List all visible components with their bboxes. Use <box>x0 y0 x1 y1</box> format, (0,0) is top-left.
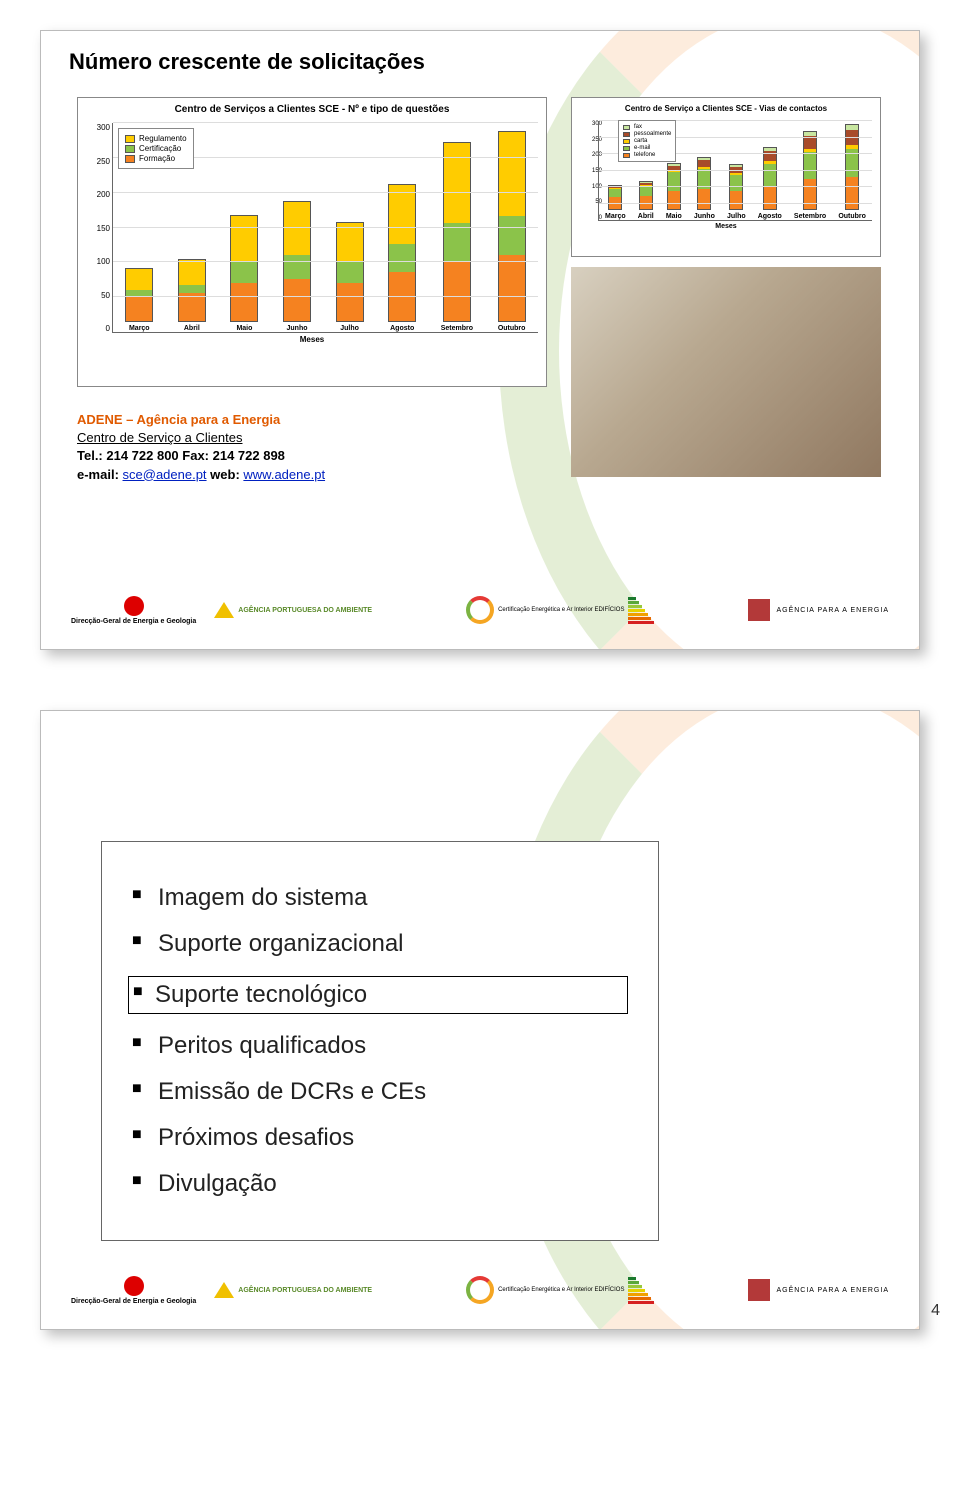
chart2-legend: faxpessoalmentecartae-mailtelefone <box>618 120 676 162</box>
email-link[interactable]: sce@adene.pt <box>123 467 207 482</box>
logo-adene: AGÊNCIA PARA A ENERGIA <box>748 1279 889 1301</box>
chart2-x-title: Meses <box>572 223 880 230</box>
slide-1: Número crescente de solicitações Centro … <box>40 30 920 650</box>
legend-item: carta <box>623 138 671 144</box>
legend-item: pessoalmente <box>623 131 671 137</box>
bar-Agosto: Agosto <box>388 184 416 333</box>
bar-Outubro: Outubro <box>498 131 526 332</box>
logo-dge: Direcção-Geral de Energia e Geologia <box>71 596 196 625</box>
bullet-box: Imagem do sistema Suporte organizacional S… <box>101 841 659 1241</box>
bar-Agosto: Agosto <box>758 147 782 220</box>
bar-Junho: Junho <box>283 201 311 332</box>
bullet-item: Suporte tecnológico <box>128 976 628 1014</box>
bullet-list: Imagem do sistemaSuporte organizacionalS… <box>132 884 628 1198</box>
chart-questoes: Centro de Serviços a Clientes SCE - Nº e… <box>77 97 547 387</box>
logo-dge: Direcção-Geral de Energia e Geologia <box>71 1276 196 1305</box>
bullet-item: Próximos desafios <box>132 1124 628 1152</box>
footer-logos-1: Direcção-Geral de Energia e Geologia AGÊ… <box>41 585 919 635</box>
contact-dept: Centro de Serviço a Clientes <box>77 429 325 447</box>
legend-item: e-mail <box>623 145 671 151</box>
legend-item: Regulamento <box>125 134 187 143</box>
logo-apa: AGÊNCIA PORTUGUESA DO AMBIENTE <box>214 1282 372 1298</box>
contact-tel: Tel.: 214 722 800 Fax: 214 722 898 <box>77 447 325 465</box>
office-photo <box>571 267 881 477</box>
bar-Junho: Junho <box>694 157 715 220</box>
bullet-item: Imagem do sistema <box>132 884 628 912</box>
logo-adene: AGÊNCIA PARA A ENERGIA <box>748 599 889 621</box>
bar-Julho: Julho <box>336 222 364 332</box>
chart1-x-title: Meses <box>78 335 546 344</box>
bullet-item: Peritos qualificados <box>132 1032 628 1060</box>
legend-item: Certificação <box>125 144 187 153</box>
logo-apa: AGÊNCIA PORTUGUESA DO AMBIENTE <box>214 602 372 618</box>
footer-logos-2: Direcção-Geral de Energia e Geologia AGÊ… <box>41 1265 919 1315</box>
bar-Setembro: Setembro <box>441 142 473 333</box>
bar-Julho: Julho <box>727 164 746 220</box>
bar-Outubro: Outubro <box>838 124 866 220</box>
legend-item: fax <box>623 124 671 130</box>
chart1-title: Centro de Serviços a Clientes SCE - Nº e… <box>78 98 546 117</box>
chart-contactos: Centro de Serviço a Clientes SCE - Vias … <box>571 97 881 257</box>
contact-info: ADENE – Agência para a Energia Centro de… <box>77 411 325 484</box>
chart1-legend: RegulamentoCertificaçãoFormação <box>118 128 194 169</box>
legend-item: telefone <box>623 152 671 158</box>
bar-Março: Março <box>125 268 153 333</box>
legend-item: Formação <box>125 154 187 163</box>
contact-web-line: e-mail: sce@adene.pt web: www.adene.pt <box>77 466 325 484</box>
chart2-title: Centro de Serviço a Clientes SCE - Vias … <box>572 98 880 115</box>
page-number: 4 <box>931 1302 940 1320</box>
contact-org: ADENE – Agência para a Energia <box>77 411 325 429</box>
web-link[interactable]: www.adene.pt <box>243 467 325 482</box>
bullet-item: Emissão de DCRs e CEs <box>132 1078 628 1106</box>
logo-certificacao: Certificação Energética e Ar Interior ED… <box>466 596 654 624</box>
bar-Maio: Maio <box>230 215 258 332</box>
bullet-item: Suporte organizacional <box>132 930 628 958</box>
web-label: web: <box>207 467 244 482</box>
bar-Abril: Abril <box>638 181 654 220</box>
chart1-y-axis: 300250200150100500 <box>82 123 110 333</box>
bullet-item: Divulgação <box>132 1170 628 1198</box>
email-label: e-mail: <box>77 467 123 482</box>
slide-2: Imagem do sistema Suporte organizacional S… <box>40 710 920 1330</box>
bar-Maio: Maio <box>666 163 682 220</box>
logo-certificacao: Certificação Energética e Ar Interior ED… <box>466 1276 654 1304</box>
slide1-title: Número crescente de solicitações <box>69 49 425 75</box>
bar-Setembro: Setembro <box>794 131 826 220</box>
